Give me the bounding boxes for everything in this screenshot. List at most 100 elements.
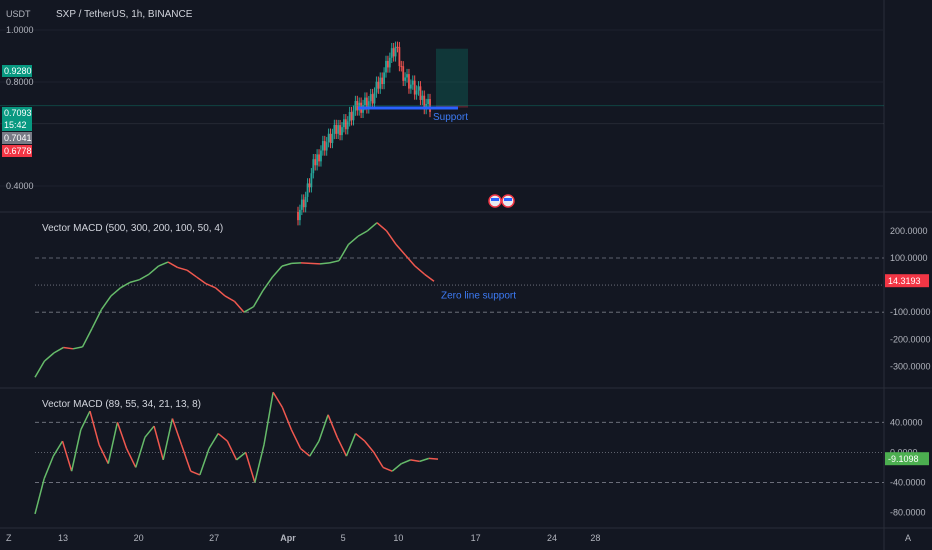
macd-series-segment	[70, 429, 82, 472]
macd-series-segment	[300, 448, 311, 457]
macd-series-segment	[180, 444, 192, 472]
macd-series-segment	[300, 262, 311, 265]
macd-series-segment	[419, 457, 430, 463]
macd-series-segment	[135, 437, 146, 468]
macd-series-segment	[309, 440, 320, 457]
price-tick-label: 0.4000	[6, 181, 34, 191]
macd-series-segment	[382, 466, 393, 472]
price-label-tag	[2, 145, 32, 157]
candle-body	[388, 57, 391, 68]
macd-series-segment	[190, 470, 201, 476]
macd-series-segment	[336, 437, 348, 457]
x-axis-tick-label: 24	[547, 533, 557, 543]
macd-series-segment	[367, 222, 378, 232]
macd-series-segment	[233, 300, 245, 313]
candle-body	[314, 159, 317, 166]
timezone-mark: Z	[6, 533, 12, 543]
event-flag-icon	[504, 198, 512, 201]
candle-body	[381, 77, 384, 84]
macd-series-segment	[224, 295, 235, 303]
macd-series-segment	[116, 422, 128, 449]
candle-body	[419, 86, 422, 100]
candle-body	[373, 92, 376, 104]
long-position-target-zone	[436, 48, 468, 106]
indicator-tick-label: 100.0000	[890, 253, 928, 263]
macd-series-segment	[357, 230, 368, 237]
macd-series-segment	[34, 360, 46, 378]
macd-series-segment	[158, 261, 169, 267]
candle-body	[343, 119, 345, 128]
candle-body	[323, 141, 326, 151]
candle-body	[297, 212, 299, 221]
macd-series-segment	[348, 235, 359, 245]
macd-series-segment	[153, 425, 164, 461]
price-label-text: 0.7093	[4, 108, 32, 118]
candle-body	[327, 133, 330, 143]
macd-series-segment	[319, 262, 330, 265]
x-axis-tick-label: 27	[209, 533, 219, 543]
candle-body	[390, 48, 393, 58]
macd-series-segment	[364, 440, 375, 453]
candle-body	[400, 66, 403, 68]
candle-body	[356, 101, 359, 111]
zero-line-annotation: Zero line support	[441, 290, 516, 301]
macd-series-segment	[139, 273, 150, 281]
candle-body	[379, 77, 382, 89]
macd-series-segment	[89, 410, 100, 446]
macd-series-segment	[53, 346, 64, 354]
candle-body	[371, 94, 374, 104]
x-axis-tick-label: 5	[341, 533, 346, 543]
macd-series-segment	[428, 457, 439, 460]
indicator-tick-label: -200.0000	[890, 334, 931, 344]
candle-body	[398, 47, 401, 67]
macd-series-segment	[272, 391, 283, 408]
candle-body	[325, 142, 328, 151]
candle-body	[421, 95, 424, 100]
candle-body	[333, 124, 336, 134]
candle-body	[427, 99, 429, 105]
macd-series-segment	[263, 392, 274, 445]
candle-body	[318, 154, 320, 162]
x-axis-tick-label: 10	[393, 533, 403, 543]
macd-series-segment	[376, 222, 387, 232]
last-value-text: -9.1098	[888, 454, 919, 464]
candle-body	[344, 119, 347, 130]
candle-body	[383, 72, 385, 84]
price-label-tag	[2, 119, 32, 131]
macd-series-segment	[80, 410, 91, 431]
candle-body	[331, 133, 334, 143]
candle-body	[335, 124, 338, 134]
candle-body	[408, 74, 410, 89]
macd-series-segment	[72, 346, 83, 350]
candle-body	[413, 80, 416, 95]
macd-series-segment	[98, 444, 109, 464]
macd-series-segment	[215, 287, 226, 297]
candle-body	[409, 84, 412, 89]
candle-body	[429, 99, 431, 112]
candle-body	[402, 66, 405, 81]
macd-series-segment	[217, 432, 228, 442]
candle-body	[392, 48, 395, 57]
macd-series-segment	[43, 455, 55, 479]
candle-body	[365, 97, 368, 109]
candle-body	[396, 46, 399, 48]
macd-series-segment	[318, 414, 329, 442]
indicator-tick-label: -300.0000	[890, 361, 931, 371]
macd-series-segment	[100, 295, 112, 310]
macd-series-segment	[243, 306, 254, 313]
candle-body	[339, 125, 341, 136]
candle-body	[321, 141, 324, 151]
macd-series-segment	[338, 244, 350, 262]
x-axis-tick-label: 20	[134, 533, 144, 543]
candle-body	[346, 121, 349, 130]
candle-body	[411, 80, 414, 85]
macd-series-segment	[244, 452, 256, 483]
candle-body	[377, 81, 380, 89]
macd-series-segment	[177, 266, 188, 271]
macd-series-segment	[401, 459, 411, 465]
macd-series-segment	[291, 262, 302, 265]
x-axis-tick-label: 13	[58, 533, 68, 543]
macd-series-segment	[120, 281, 131, 289]
candle-body	[375, 81, 378, 93]
